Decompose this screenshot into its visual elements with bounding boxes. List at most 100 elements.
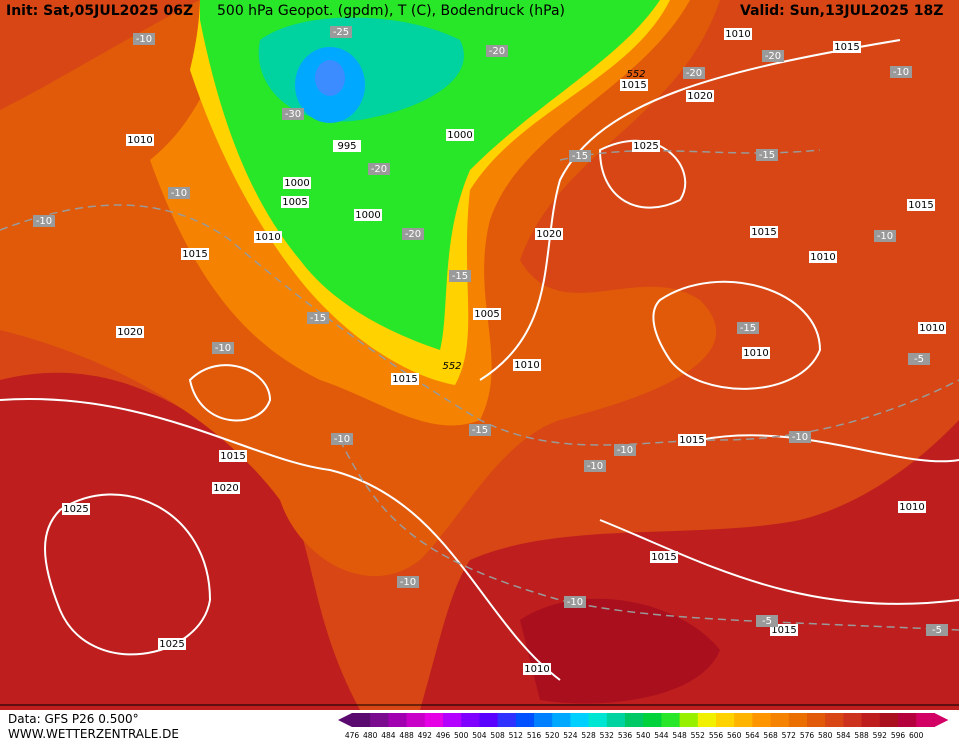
colorbar-label: 592 — [873, 731, 888, 740]
colorbar-swatch — [898, 713, 917, 727]
isobar-label-box — [333, 140, 361, 152]
isobar-label: 1010 — [514, 360, 539, 371]
isobar-label-box — [742, 347, 770, 359]
isobar-label: 1000 — [284, 178, 309, 189]
temperature-label: -30 — [285, 109, 301, 120]
temperature-label: -10 — [877, 231, 893, 242]
isobar-label-box — [473, 308, 501, 320]
colorbar-swatch — [752, 713, 772, 727]
isobar-label-box — [254, 231, 282, 243]
isobar-label-box — [354, 209, 382, 221]
temperature-label: -25 — [333, 27, 349, 38]
colorbar-swatch — [534, 713, 553, 727]
colorbar-label: 600 — [909, 731, 924, 740]
colorbar-label: 476 — [345, 731, 360, 740]
temperature-label: -15 — [740, 323, 756, 334]
temperature-label-box — [402, 228, 424, 240]
isobar-label-box — [650, 551, 678, 563]
isobar-label: 1010 — [127, 135, 152, 146]
temperature-label: -15 — [759, 150, 775, 161]
colorbar-arrow — [934, 713, 949, 727]
colorbar-label: 556 — [709, 731, 724, 740]
isobar-label-box — [833, 41, 861, 53]
isobar-label: 1010 — [255, 232, 280, 243]
colorbar-label: 520 — [545, 731, 560, 740]
colorbar-swatch — [424, 713, 444, 727]
isobar-label-box — [686, 90, 714, 102]
colorbar-swatch — [570, 713, 590, 727]
contour-label: 552 — [442, 361, 461, 372]
colorbar-swatch — [461, 713, 480, 727]
isobar-label-box — [809, 251, 837, 263]
colorbar-arrow — [338, 713, 352, 727]
colorbar-label: 496 — [436, 731, 451, 740]
colorbar-swatch — [443, 713, 462, 727]
colorbar-swatch — [606, 713, 626, 727]
temperature-label-box — [331, 433, 353, 445]
cold-core — [315, 60, 345, 96]
isobar-label-box — [535, 228, 563, 240]
isobar-label: 1005 — [282, 197, 307, 208]
colorbar-swatch — [552, 713, 571, 727]
temperature-label-box — [212, 342, 234, 354]
isobar-label-box — [116, 326, 144, 338]
colorbar-swatch — [479, 713, 499, 727]
isobar-label-box — [446, 129, 474, 141]
isobar-label: 1010 — [743, 348, 768, 359]
isobar-label: 1010 — [725, 29, 750, 40]
temperature-label-box — [168, 187, 190, 199]
temperature-label: -5 — [932, 625, 942, 636]
colorbar-swatch — [406, 713, 426, 727]
temperature-label: -10 — [587, 461, 603, 472]
isobar-label-box — [212, 482, 240, 494]
temperature-label-box — [789, 431, 811, 443]
isobar-label: 1015 — [679, 435, 704, 446]
contour-label: 552 — [626, 69, 645, 80]
temperature-label: -5 — [914, 354, 924, 365]
temperature-label: -10 — [792, 432, 808, 443]
colorbar-label: 492 — [418, 731, 433, 740]
temperature-label: -20 — [405, 229, 421, 240]
temperature-label-box — [890, 66, 912, 78]
colorbar-swatch — [861, 713, 881, 727]
isobar-label: 1025 — [159, 639, 184, 650]
colorbar-label: 580 — [818, 731, 833, 740]
colorbar-label: 508 — [490, 731, 505, 740]
temperature-label: -20 — [371, 164, 387, 175]
temperature-label-box — [397, 576, 419, 588]
temperature-label: -10 — [617, 445, 633, 456]
colorbar-swatch — [625, 713, 644, 727]
colorbar-label: 532 — [600, 731, 615, 740]
colorbar-swatch — [807, 713, 826, 727]
temperature-label-box — [564, 596, 586, 608]
colorbar-label: 584 — [836, 731, 851, 740]
warm-region — [0, 372, 360, 710]
isobar-label-box — [513, 359, 541, 371]
colorbar-swatch — [843, 713, 863, 727]
temperature-label: -10 — [334, 434, 350, 445]
isobar-label: 1010 — [919, 323, 944, 334]
temperature-label: -15 — [572, 151, 588, 162]
isobar-label: 1025 — [63, 504, 88, 515]
temperature-label-box — [330, 26, 352, 38]
temperature-label-box — [133, 33, 155, 45]
map-title: 500 hPa Geopot. (gpdm), T (C), Bodendruc… — [217, 3, 565, 19]
temperature-label-box — [33, 215, 55, 227]
isobar-label-box — [918, 322, 946, 334]
colorbar-label: 552 — [691, 731, 706, 740]
colorbar-label: 500 — [454, 731, 469, 740]
isobar-label-box — [523, 663, 551, 675]
temperature-label: -10 — [215, 343, 231, 354]
isobar-label: 1015 — [182, 249, 207, 260]
temperature-label: -10 — [400, 577, 416, 588]
isobar-label-box — [678, 434, 706, 446]
temperature-label-box — [307, 312, 329, 324]
colorbar-label: 540 — [636, 731, 651, 740]
temperature-label-box — [737, 322, 759, 334]
isobar-label-box — [907, 199, 935, 211]
isobar-label: 1015 — [834, 42, 859, 53]
colorbar-label: 588 — [854, 731, 869, 740]
temperature-label-box — [569, 150, 591, 162]
colorbar-swatch — [697, 713, 717, 727]
